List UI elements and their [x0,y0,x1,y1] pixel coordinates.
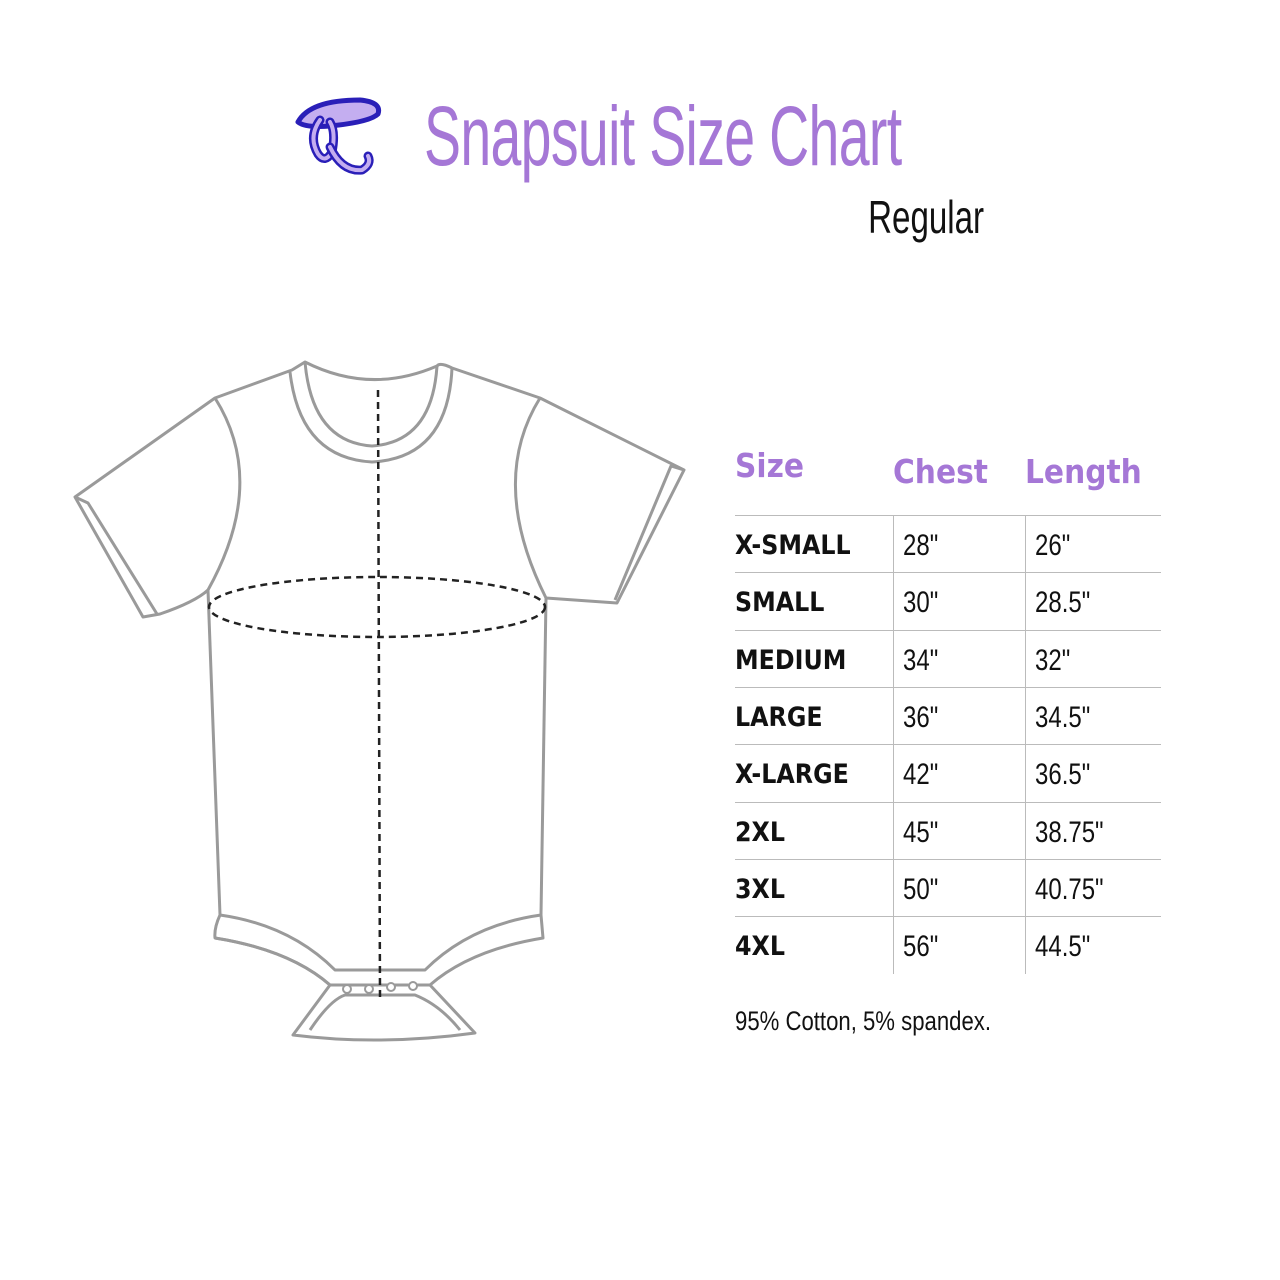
length-cell: 26" [1025,516,1079,573]
chest-cell: 45" [893,802,947,860]
right-armhole [513,397,548,599]
garment-outline [73,360,686,1042]
chest-cell-text: 28" [903,529,939,562]
brand-logo-icon [295,97,382,175]
page-title: Snapsuit Size Chart [424,89,902,183]
size-cell: LARGE [735,701,823,733]
length-cell: 38.75" [1025,802,1121,860]
length-measure-line [376,389,382,999]
chest-cell-text: 30" [903,586,939,620]
chest-measure-line [207,575,547,639]
table-row: 3XL 50" 40.75" [735,858,1161,917]
chest-cell-text: 45" [903,815,939,849]
size-cell: 2XL [735,816,785,848]
left-armhole [206,397,242,591]
chest-cell: 36" [893,687,947,745]
chest-cell: 50" [893,859,947,917]
header-length: Length [1025,452,1142,491]
left-cuff [74,495,159,615]
page-subtitle: Regular [868,191,984,243]
chest-cell-text: 36" [903,700,939,734]
size-cell: X-LARGE [735,759,849,791]
table-row: MEDIUM 34" 32" [735,629,1161,688]
table-row: SMALL 30" 28.5" [735,572,1161,631]
length-cell-text: 40.75" [1035,872,1104,906]
snap-buttons [342,981,418,994]
length-cell-text: 32" [1035,643,1071,677]
chest-cell: 42" [893,745,947,803]
chest-cell: 34" [893,630,947,688]
length-cell-text: 36.5" [1035,758,1091,792]
length-cell: 40.75" [1025,859,1121,917]
size-cell: X-SMALL [735,530,851,561]
chest-cell-text: 34" [903,643,939,677]
length-cell-text: 38.75" [1035,815,1104,849]
length-cell-text: 26" [1035,529,1071,562]
length-cell: 32" [1025,630,1079,688]
chest-cell: 56" [893,917,947,975]
length-cell: 28.5" [1025,573,1104,631]
chest-cell: 28" [893,516,947,573]
collar-band [288,367,454,464]
table-row: X-SMALL 28" 26" [735,515,1161,573]
fabric-note: 95% Cotton, 5% spandex. [735,1006,992,1036]
length-cell-text: 34.5" [1035,700,1091,734]
length-cell-text: 28.5" [1035,586,1091,620]
length-cell: 36.5" [1025,745,1104,803]
length-cell: 44.5" [1025,917,1104,975]
size-cell: MEDIUM [735,644,847,676]
length-cell-text: 44.5" [1035,930,1091,964]
chest-cell: 30" [893,573,947,631]
size-cell: 3XL [735,873,785,905]
table-row: 2XL 45" 38.75" [735,801,1161,860]
size-cell: SMALL [735,587,825,619]
chest-cell-text: 50" [903,872,939,906]
chest-cell-text: 56" [903,930,939,964]
right-cuff [613,464,685,601]
snapsuit-illustration [73,360,686,1042]
table-row: LARGE 36" 34.5" [735,686,1161,745]
table-row: X-LARGE 42" 36.5" [735,744,1161,803]
size-cell: 4XL [735,931,785,963]
header-chest: Chest [893,452,988,491]
length-cell: 34.5" [1025,687,1104,745]
chest-cell-text: 42" [903,758,939,792]
table-row: 4XL 56" 44.5" [735,916,1161,975]
header-size: Size [735,446,805,485]
